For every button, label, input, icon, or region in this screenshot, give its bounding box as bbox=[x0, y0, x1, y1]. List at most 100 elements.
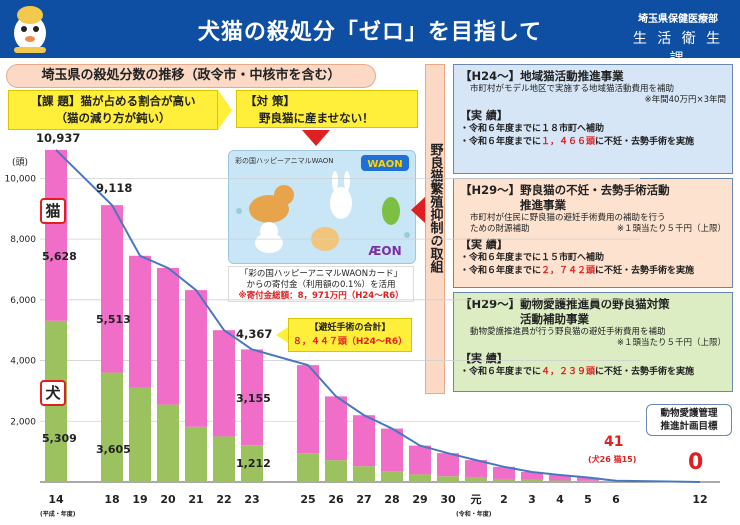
measure-line2: 野良猫に産ませない！ bbox=[259, 111, 374, 125]
x-tick-label: 25 bbox=[300, 493, 315, 506]
cat-23-label: 3,155 bbox=[236, 392, 271, 405]
program-3-results-label: 【実 績】 bbox=[460, 352, 508, 365]
y-axis-label: (頭) bbox=[12, 157, 28, 168]
program-1-desc: 市町村がモデル地区で実施する地域猫活動費用を補助 bbox=[470, 84, 675, 94]
x-tick-label: 6 bbox=[612, 493, 620, 506]
bar-dog bbox=[101, 372, 123, 482]
value-r12-label: 0 bbox=[688, 450, 704, 475]
program-3-title2: 活動補助事業 bbox=[520, 312, 589, 326]
chart-subtitle: 埼玉県の殺処分数の推移（政令市・中核市を含む） bbox=[6, 64, 376, 88]
bar-cat bbox=[381, 428, 403, 472]
vertical-label-text: 野良猫繁殖抑制の取組 bbox=[427, 143, 443, 273]
bar-dog bbox=[493, 478, 515, 482]
x-tick-label: 23 bbox=[244, 493, 259, 506]
bar-dog bbox=[549, 480, 571, 482]
bar-cat bbox=[465, 460, 487, 478]
mascot-icon bbox=[14, 6, 46, 53]
bar-dog bbox=[213, 436, 235, 482]
bar-cat bbox=[493, 466, 515, 479]
dog-23-label: 1,212 bbox=[236, 457, 271, 470]
x-tick-label: 27 bbox=[356, 493, 371, 506]
x-tick-label: 28 bbox=[384, 493, 399, 506]
dog-14-label: 5,309 bbox=[42, 432, 77, 445]
bar-cat bbox=[157, 267, 179, 405]
total-23-label: 4,367 bbox=[236, 327, 273, 341]
program-2-desc2: ための財源補助 ※１頭当たり５千円（上限） bbox=[470, 224, 726, 234]
y-tick-label: 4,000 bbox=[10, 357, 36, 367]
surgery-arrow-icon bbox=[276, 327, 288, 343]
x-tick-label: 19 bbox=[132, 493, 147, 506]
program-3-result: ・令和６年度までに４，２３９頭に不妊・去勢手術を実施 bbox=[460, 367, 695, 377]
bar-dog bbox=[157, 404, 179, 482]
bar-dog bbox=[129, 387, 151, 482]
program-box-3: 【H29～】動物愛護推進員の野良猫対策 活動補助事業 動物愛護推進員が行う野良猫… bbox=[453, 292, 733, 392]
kitten-illustration-icon bbox=[311, 227, 339, 251]
card-note-line1: 「彩の国ハッピーアニマルWAONカード」 bbox=[239, 269, 403, 279]
program-2-result2: ・令和６年度までに２，７４２頭に不妊・去勢手術を実施 bbox=[460, 266, 695, 276]
program-box-1: 【H24～】地域猫活動推進事業 市町村がモデル地区で実施する地域猫活動費用を補助… bbox=[453, 64, 733, 174]
program-3-title1: 【H29～】動物愛護推進員の野良猫対策 bbox=[460, 297, 670, 311]
bar-dog bbox=[521, 479, 543, 482]
bar-dog bbox=[185, 426, 207, 482]
rabbit-illustration-icon bbox=[330, 187, 352, 219]
dog-18-label: 3,605 bbox=[96, 443, 131, 456]
bar-cat bbox=[521, 471, 543, 480]
y-tick-label: 10,000 bbox=[5, 174, 37, 184]
bar-cat bbox=[353, 415, 375, 467]
card-note-line3: ※寄付金総額：8，971万円（H24～R6） bbox=[238, 291, 404, 301]
card-note: 「彩の国ハッピーアニマルWAONカード」 からの寄付金（利用額の0.1%）を活用… bbox=[228, 266, 414, 302]
issue-arrow-icon bbox=[218, 90, 232, 130]
cat-14-label: 5,628 bbox=[42, 250, 77, 263]
bar-cat bbox=[185, 290, 207, 427]
bar-dog bbox=[577, 480, 599, 482]
department-label: 埼玉県保健医療部 bbox=[638, 14, 718, 25]
x-tick-label: 18 bbox=[104, 493, 119, 506]
x-tick-label: 4 bbox=[556, 493, 564, 506]
program-1-result2: ・令和６年度までに１，４６６頭に不妊・去勢手術を実施 bbox=[460, 137, 695, 147]
program-1-title: 【H24～】地域猫活動推進事業 bbox=[460, 69, 624, 83]
waon-card-image: 彩の国ハッピーアニマルWAON WAON ÆON bbox=[228, 150, 416, 264]
bar-cat bbox=[325, 396, 347, 461]
x-tick-label: 2 bbox=[500, 493, 508, 506]
left-arrow-icon bbox=[411, 197, 425, 223]
dog-tag: 犬 bbox=[40, 380, 66, 406]
plan-target-box: 動物愛護管理 推進計画目標 bbox=[646, 404, 732, 436]
bird-illustration-icon bbox=[382, 197, 400, 225]
bar-cat bbox=[577, 477, 599, 481]
bar-cat bbox=[437, 453, 459, 477]
x-tick-label: 21 bbox=[188, 493, 203, 506]
x-tick-label: 元 bbox=[471, 493, 482, 506]
vertical-label: 野良猫繁殖抑制の取組 bbox=[425, 64, 445, 394]
card-brand-text: 彩の国ハッピーアニマルWAON bbox=[235, 156, 334, 165]
program-2-title1: 【H29～】野良猫の不妊・去勢手術活動 bbox=[460, 183, 670, 197]
program-3-note: ※１頭当たり５千円（上限） bbox=[616, 338, 726, 348]
plan-line2: 推進計画目標 bbox=[660, 421, 718, 432]
program-2-desc1: 市町村が住民に野良猫の避妊手術費用の補助を行う bbox=[470, 213, 666, 223]
x-note-reiwa: (令和・年度) bbox=[456, 511, 492, 518]
y-tick-label: 8,000 bbox=[10, 235, 36, 245]
x-tick-label: 3 bbox=[528, 493, 536, 506]
x-tick-label: 20 bbox=[160, 493, 176, 506]
bar-dog bbox=[325, 460, 347, 482]
program-2-result1: ・令和６年度までに１５市町へ補助 bbox=[460, 253, 605, 263]
cat-tag: 猫 bbox=[40, 198, 66, 224]
cat-18-label: 5,513 bbox=[96, 313, 131, 326]
plan-line1: 動物愛護管理 bbox=[660, 408, 718, 419]
x-note-heisei: (平成・年度) bbox=[40, 511, 76, 518]
down-arrow-icon bbox=[302, 130, 330, 146]
bar-cat bbox=[213, 330, 235, 437]
y-tick-label: 6,000 bbox=[10, 296, 36, 306]
program-2-title2: 推進事業 bbox=[520, 198, 566, 212]
bar-dog bbox=[297, 453, 319, 482]
issue-line1: 【課 題】猫が占める割合が高い bbox=[30, 94, 196, 108]
value-r6-label: 41 bbox=[604, 434, 624, 450]
bar-dog bbox=[605, 481, 627, 482]
bar-dog bbox=[409, 474, 431, 482]
bar-cat bbox=[549, 475, 571, 481]
header-bar: 犬猫の殺処分「ゼロ」を目指して 埼玉県保健医療部 生 活 衛 生 課 bbox=[0, 0, 740, 67]
x-tick-label: 14 bbox=[48, 493, 64, 506]
bar-cat bbox=[409, 445, 431, 475]
program-3-desc: 動物愛護推進員が行う野良猫の避妊手術費用を補助 bbox=[470, 327, 666, 337]
surgery-total-title: 【避妊手術の合計】 bbox=[309, 323, 391, 333]
card-aeon-logo: ÆON bbox=[368, 244, 401, 258]
